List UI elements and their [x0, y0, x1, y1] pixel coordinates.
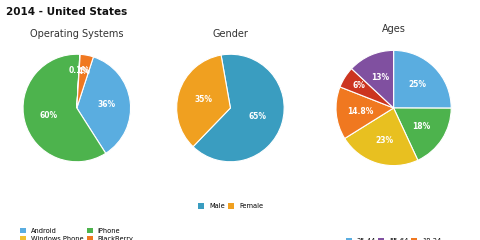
Text: 18%: 18% [413, 121, 431, 131]
Legend: Android, Windows Phone, iPhone, BlackBerry: Android, Windows Phone, iPhone, BlackBer… [20, 228, 134, 240]
Text: 0.1%: 0.1% [69, 66, 90, 75]
Wedge shape [77, 54, 80, 108]
Wedge shape [193, 54, 284, 162]
Text: 13%: 13% [371, 73, 389, 82]
Wedge shape [340, 69, 394, 108]
Text: 4%: 4% [77, 66, 90, 76]
Wedge shape [351, 50, 394, 108]
Text: 6%: 6% [352, 81, 365, 90]
Text: 36%: 36% [97, 100, 115, 109]
Wedge shape [177, 55, 230, 147]
Wedge shape [77, 54, 94, 108]
Wedge shape [336, 87, 394, 138]
Text: 35%: 35% [195, 95, 213, 104]
Wedge shape [394, 50, 451, 108]
Text: 65%: 65% [248, 112, 266, 121]
Wedge shape [23, 54, 106, 162]
Text: 60%: 60% [39, 111, 57, 120]
Legend: 35-44, 25-34, 55-64, 45-54, 18-24, 65+: 35-44, 25-34, 55-64, 45-54, 18-24, 65+ [346, 238, 442, 240]
Wedge shape [345, 108, 418, 166]
Text: 25%: 25% [408, 80, 426, 89]
Legend: Male, Female: Male, Female [198, 204, 263, 210]
Text: 2014 - United States: 2014 - United States [6, 7, 127, 17]
Text: 23%: 23% [375, 136, 393, 144]
Title: Ages: Ages [382, 24, 406, 34]
Title: Operating Systems: Operating Systems [30, 29, 123, 39]
Wedge shape [77, 57, 131, 153]
Wedge shape [394, 108, 451, 160]
Text: 14.8%: 14.8% [347, 107, 373, 115]
Title: Gender: Gender [213, 29, 248, 39]
